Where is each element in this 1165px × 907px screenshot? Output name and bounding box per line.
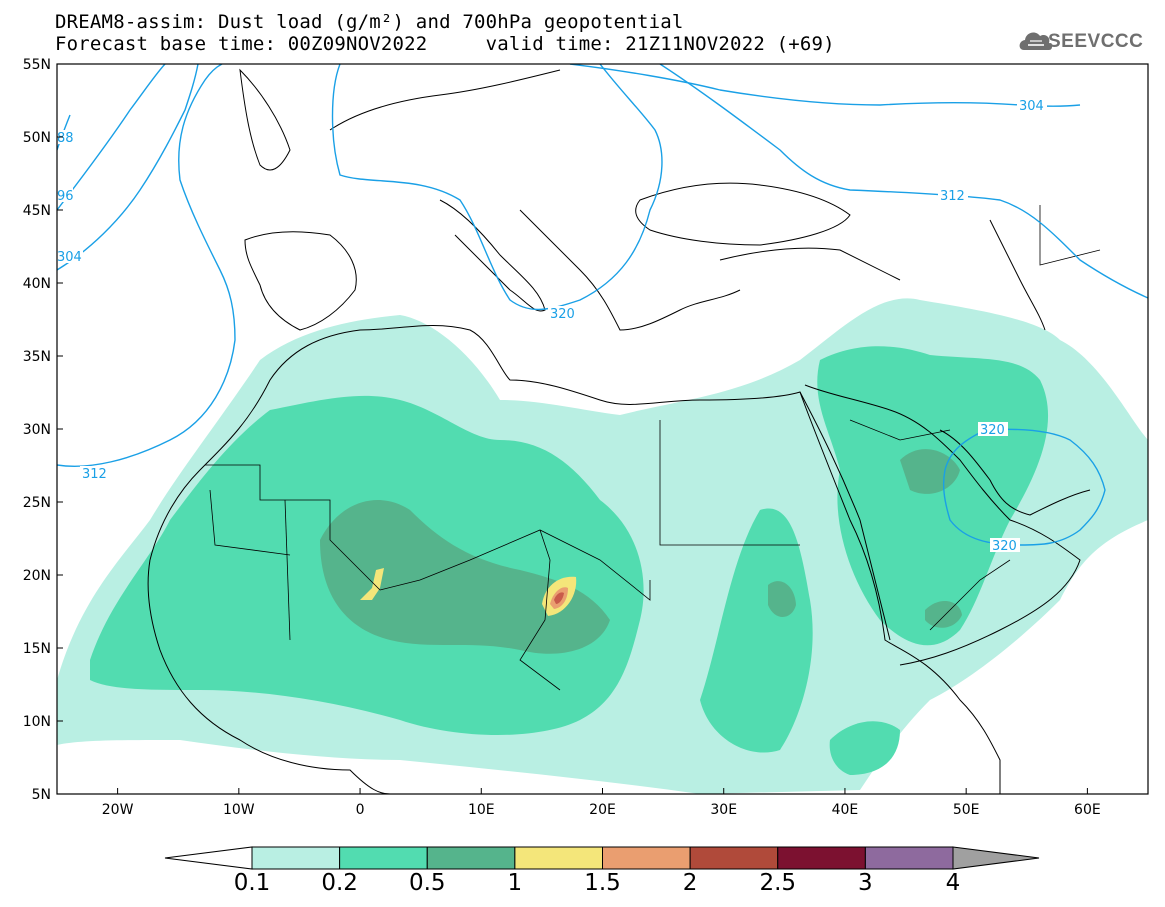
colorbar-swatch [864,846,954,870]
colorbar [164,846,1040,870]
lon-tick-label: 10W [223,802,255,818]
contour-label: 88 [57,131,74,146]
chart-title-line2: Forecast base time: 00Z09NOV2022 valid t… [55,33,835,55]
black-sea [635,182,851,246]
lat-tick-label: 5N [32,787,51,803]
dust-band-high-west [320,500,610,654]
lon-tick-label: 20W [102,802,134,818]
balkans-coast [519,209,741,331]
contour-304-w [57,64,199,271]
colorbar-swatch [602,846,691,870]
lat-tick-label: 10N [23,714,51,730]
lat-tick-label: 45N [23,203,51,219]
coastlines [147,68,1091,794]
caspian [989,219,1046,331]
colorbar-swatch [689,846,779,870]
italy-coast [439,199,546,312]
lat-tick-label: 15N [23,641,51,657]
borders [205,205,1101,691]
colorbar-swatch [339,846,428,870]
contour-label: 304 [1019,99,1044,114]
contour-304-ne [569,64,1081,107]
contour-labels: 304 312 320 304 312 96 88 320 320 [57,98,1047,554]
lat-tick-label: 50N [23,130,51,146]
dust-band-2-chad [554,592,564,604]
lon-tick-label: 20E [589,802,616,818]
colorbar-label: 0.2 [321,870,358,896]
lat-tick-label: 25N [23,495,51,511]
lon-tick-label: 10E [468,802,495,818]
lon-tick-label: 0 [356,802,365,818]
dust-band-high-sudan [768,581,796,618]
contour-label: 96 [57,189,74,204]
iberia-coast [244,231,357,331]
contour-label: 312 [82,467,107,482]
lon-tick-label: 50E [953,802,980,818]
contour-label: 312 [940,189,965,204]
colorbar-label: 2 [682,870,698,896]
dust-band-mid-sudan [700,508,813,753]
contour-label: 320 [550,307,575,322]
dust-field [57,298,1148,794]
turkey-coast [719,247,901,281]
colorbar-label: 3 [858,870,873,896]
lat-tick-label: 35N [23,349,51,365]
lat-axis: 55N 50N 45N 40N 35N 30N 25N 20N 15N 10N 5N [23,57,63,803]
lon-tick-label: 60E [1074,802,1101,818]
dust-band-mid-ethiopia [829,721,900,775]
colorbar-swatch [514,846,603,870]
lat-tick-label: 55N [23,57,51,73]
persian-gulf [939,429,1091,516]
west-africa-coast [147,559,391,794]
contour-320-med [331,64,663,311]
dust-band-high-east [900,449,960,494]
uk-coast [239,68,291,171]
logo-text: SEEVCCC [1048,31,1144,52]
dust-band-1-mali [360,568,384,600]
colorbar-label: 1.5 [584,870,621,896]
colorbar-swatch [426,846,516,870]
lat-tick-label: 30N [23,422,51,438]
red-sea-west [799,391,891,641]
colorbar-over-triangle [952,846,1040,870]
colorbar-label: 2.5 [759,870,797,896]
contour-label: 320 [980,423,1005,438]
chart-title-line1: DREAM8-assim: Dust load (g/m²) and 700hP… [55,11,684,33]
colorbar-swatch [777,846,866,870]
colorbar-label: 4 [945,870,961,896]
colorbar-swatch [251,846,341,870]
africa-coast [149,325,1001,794]
dust-band-mid-east [817,346,1049,646]
contour-label: 304 [57,250,82,265]
colorbar-label: 0.5 [408,870,446,896]
contour-312-w [57,64,236,467]
contour-312-ne [659,64,1148,299]
contour-296-w [57,64,166,211]
colorbar-label: 0.1 [233,870,271,896]
lon-tick-label: 30E [710,802,737,818]
europe-north [329,69,561,131]
lat-tick-label: 40N [23,276,51,292]
colorbar-under-triangle [164,846,253,870]
arabia-coast [804,384,1081,666]
lat-tick-label: 20N [23,568,51,584]
colorbar-label: 1 [507,870,523,896]
contour-label: 320 [992,539,1017,554]
lon-tick-label: 40E [832,802,859,818]
cloud-logo-icon [1019,32,1052,50]
lon-axis: 20W 10W 0 10E 20E 30E 40E 50E 60E [102,788,1101,818]
